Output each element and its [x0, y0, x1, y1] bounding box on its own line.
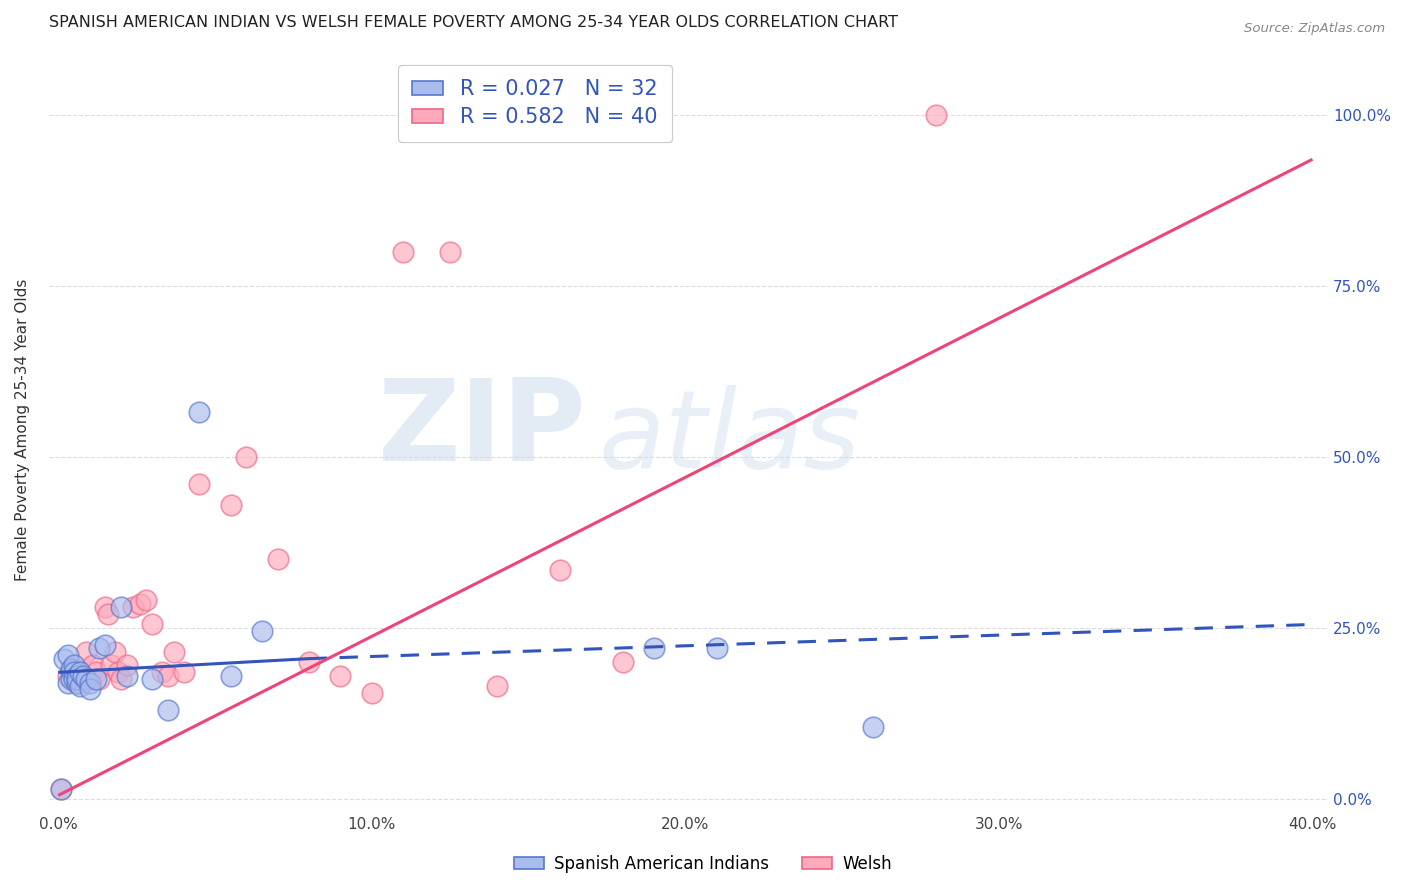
Point [72, 669, 94, 683]
Point [643, 641, 665, 656]
Point [94, 638, 117, 652]
Point [266, 552, 288, 566]
Point [439, 244, 461, 259]
Point [59, 662, 82, 676]
Point [706, 641, 728, 656]
Point [163, 645, 186, 659]
Text: ZIP: ZIP [378, 374, 586, 485]
Point [63, 658, 86, 673]
Text: atlas: atlas [599, 384, 860, 490]
Point [141, 617, 163, 632]
Point [360, 686, 382, 700]
Point [82, 658, 104, 673]
Point [56, 648, 79, 663]
Point [51, 781, 73, 796]
Legend: Spanish American Indians, Welsh: Spanish American Indians, Welsh [508, 848, 898, 880]
Point [72, 672, 94, 686]
Y-axis label: Female Poverty Among 25-34 Year Olds: Female Poverty Among 25-34 Year Olds [15, 278, 30, 581]
Point [79, 682, 101, 697]
Point [63, 665, 86, 680]
Point [156, 669, 179, 683]
Point [75, 645, 97, 659]
Point [59, 665, 82, 680]
Point [156, 703, 179, 717]
Point [235, 450, 257, 464]
Point [75, 672, 97, 686]
Point [56, 669, 79, 683]
Point [84, 665, 107, 680]
Point [56, 675, 79, 690]
Point [87, 641, 110, 656]
Point [219, 669, 242, 683]
Point [135, 593, 157, 607]
Point [612, 655, 634, 669]
Point [188, 405, 211, 419]
Point [100, 658, 122, 673]
Point [59, 662, 82, 676]
Point [188, 477, 211, 491]
Point [94, 600, 117, 615]
Point [66, 672, 89, 686]
Point [862, 720, 884, 734]
Point [219, 498, 242, 512]
Point [66, 669, 89, 683]
Point [79, 675, 101, 690]
Point [97, 607, 120, 622]
Text: Source: ZipAtlas.com: Source: ZipAtlas.com [1244, 22, 1385, 36]
Point [329, 669, 352, 683]
Point [53, 651, 76, 665]
Point [122, 600, 145, 615]
Point [84, 672, 107, 686]
Point [66, 675, 89, 690]
Point [87, 672, 110, 686]
Point [925, 108, 948, 122]
Point [79, 672, 101, 686]
Point [110, 672, 132, 686]
Point [104, 645, 127, 659]
Point [141, 672, 163, 686]
Point [298, 655, 321, 669]
Point [63, 672, 86, 686]
Point [59, 672, 82, 686]
Point [150, 665, 173, 680]
Point [128, 597, 150, 611]
Point [51, 781, 73, 796]
Point [115, 658, 138, 673]
Point [486, 679, 509, 693]
Point [392, 244, 415, 259]
Point [115, 669, 138, 683]
Point [69, 665, 91, 680]
Point [548, 563, 571, 577]
Legend: R = 0.027   N = 32, R = 0.582   N = 40: R = 0.027 N = 32, R = 0.582 N = 40 [398, 64, 672, 142]
Point [66, 675, 89, 690]
Point [173, 665, 195, 680]
Point [69, 679, 91, 693]
Text: SPANISH AMERICAN INDIAN VS WELSH FEMALE POVERTY AMONG 25-34 YEAR OLDS CORRELATIO: SPANISH AMERICAN INDIAN VS WELSH FEMALE … [49, 15, 898, 30]
Point [110, 600, 132, 615]
Point [69, 665, 91, 680]
Point [63, 672, 86, 686]
Point [250, 624, 273, 639]
Point [107, 665, 129, 680]
